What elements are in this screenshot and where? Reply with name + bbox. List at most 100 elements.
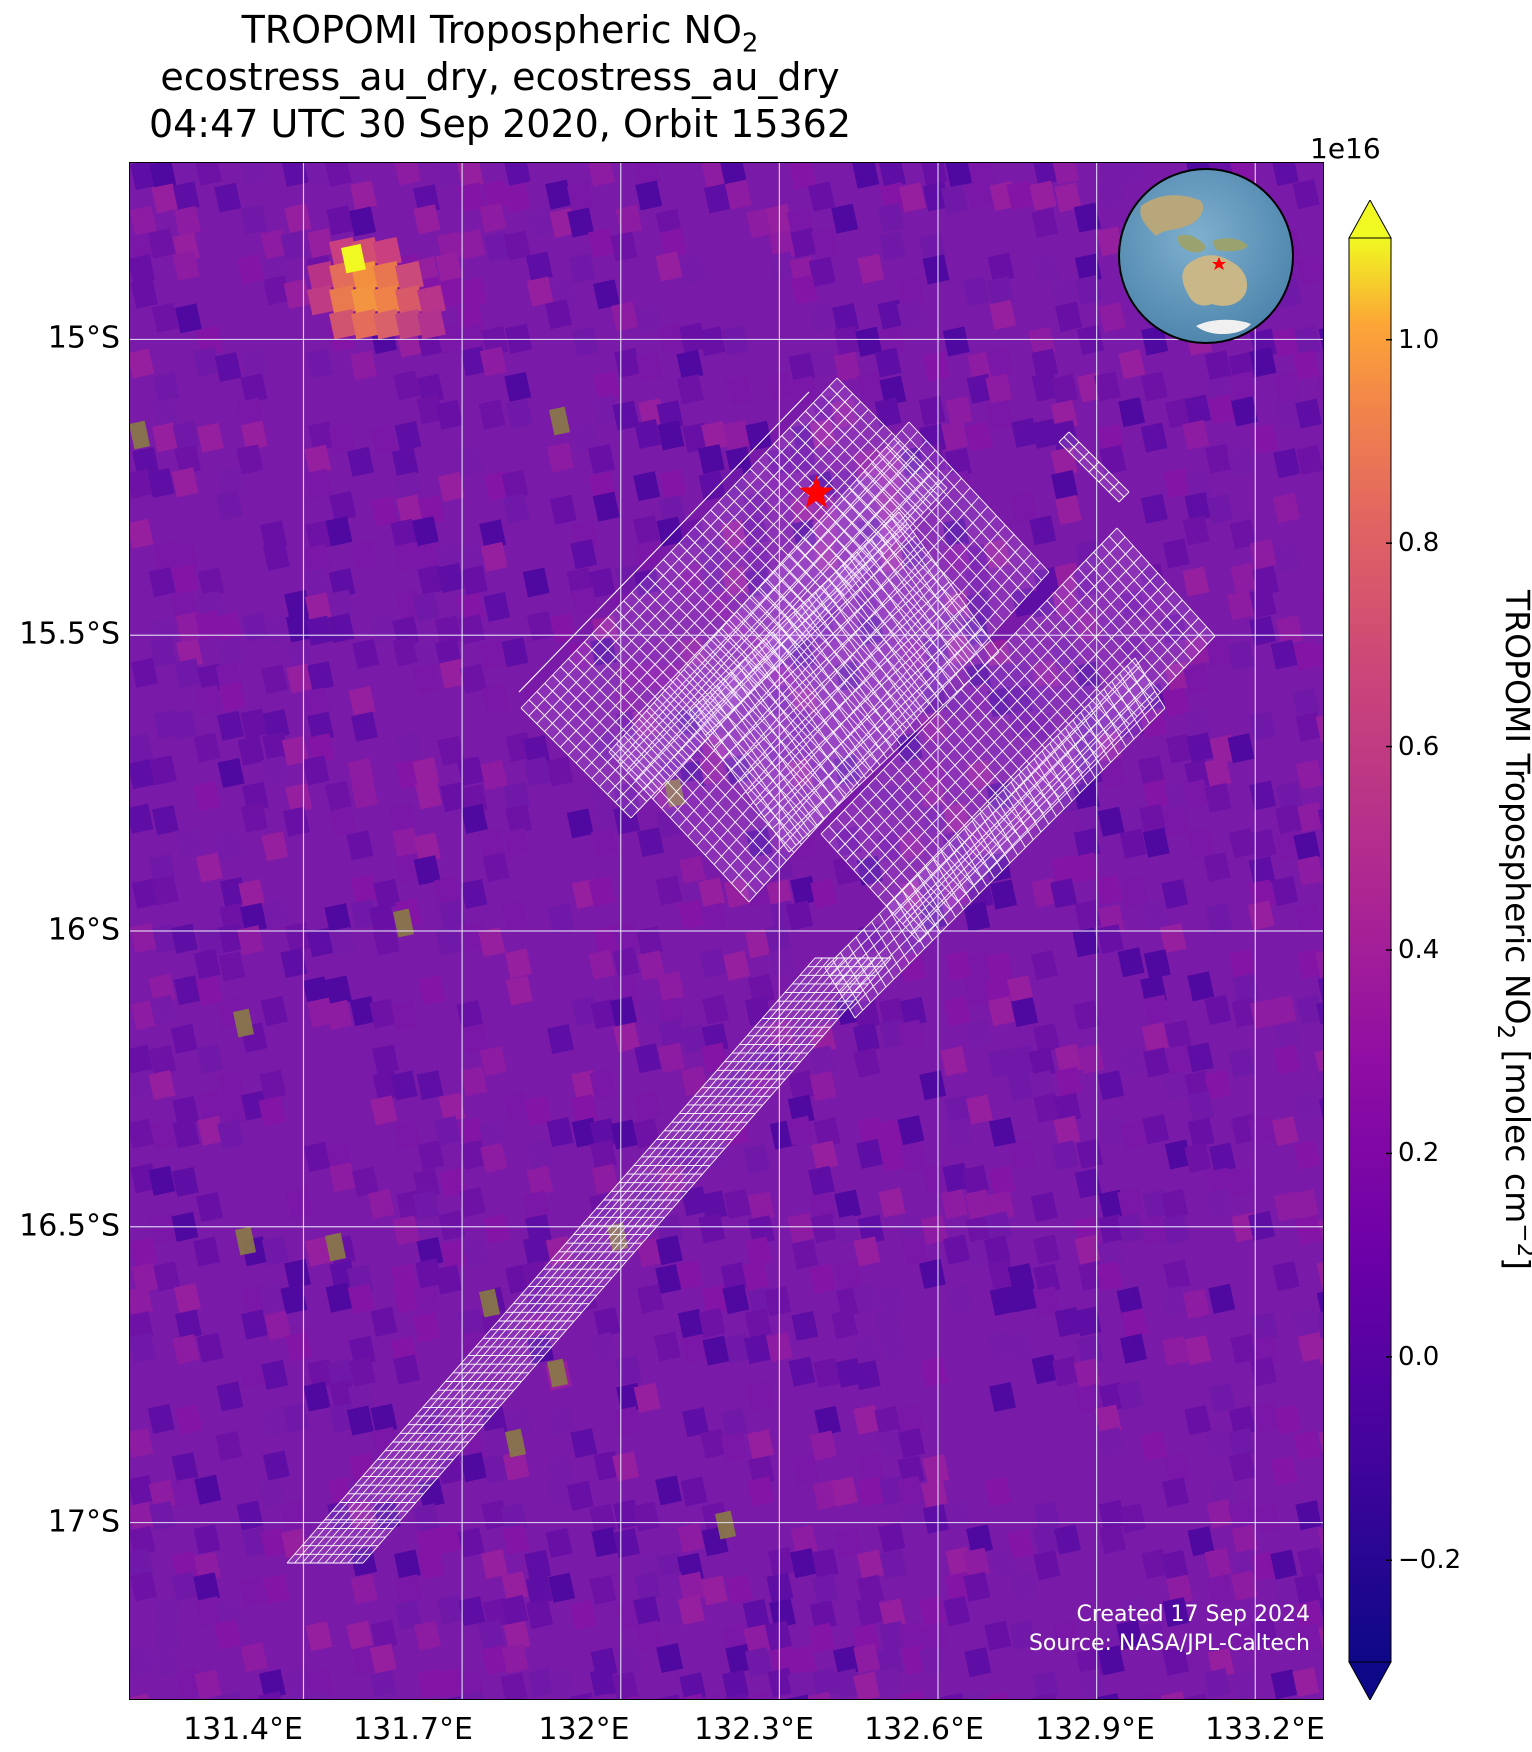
tropomi-pixel: [589, 1332, 617, 1363]
tropomi-pixel: [503, 162, 531, 186]
tropomi-pixel: [989, 299, 1017, 330]
tropomi-pixel: [411, 516, 439, 547]
tropomi-pixel: [1053, 1115, 1081, 1146]
tropomi-pixel: [456, 162, 484, 189]
tropomi-pixel: [900, 1142, 928, 1173]
tropomi-pixel: [612, 975, 640, 1006]
tropomi-pixel: [264, 614, 292, 645]
tropomi-pixel: [634, 1571, 662, 1602]
tropomi-pixel: [457, 1117, 485, 1148]
tropomi-pixel: [879, 375, 907, 406]
tropomi-pixel: [877, 202, 905, 233]
tropomi-pixel: [919, 443, 947, 474]
tropomi-pixel: [1226, 1167, 1254, 1198]
tropomi-pixel: [745, 420, 773, 451]
tropomi-pixel: [965, 179, 993, 210]
tropomi-pixel: [658, 495, 686, 526]
tropomi-pixel: [1272, 1260, 1300, 1291]
tropomi-pixel: [393, 1354, 421, 1385]
tropomi-pixel: [879, 1141, 907, 1172]
tropomi-pixel: [307, 421, 335, 452]
tropomi-pixel: [813, 1117, 841, 1148]
tropomi-pixel: [790, 1645, 818, 1676]
tropomi-pixel: [459, 663, 487, 694]
tropomi-pixel: [215, 830, 243, 861]
tropomi-pixel: [808, 181, 836, 212]
tropomi-pixel: [655, 1235, 683, 1266]
tropomi-pixel: [659, 469, 687, 500]
tropomi-pixel: [193, 1236, 221, 1267]
tropomi-pixel: [1007, 659, 1035, 690]
tropomi-pixel: [918, 1258, 946, 1289]
tropomi-pixel: [857, 1476, 884, 1507]
tropomi-pixel: [570, 539, 598, 570]
tropomi-pixel: [526, 611, 554, 642]
tropomi-pixel: [1204, 350, 1232, 381]
tropomi-pixel: [610, 996, 638, 1027]
tropomi-pixel: [415, 1258, 443, 1289]
tropomi-pixel: [615, 1355, 643, 1386]
tropomi-pixel: [1029, 515, 1057, 546]
tropomi-pixel: [897, 1213, 925, 1244]
tropomi-pixel: [324, 162, 352, 187]
land-patch: [479, 1288, 501, 1318]
swath-5: [286, 957, 892, 1564]
tropomi-pixel: [258, 1691, 286, 1700]
tropomi-pixel: [285, 1188, 313, 1219]
tropomi-pixel: [657, 420, 685, 451]
tropomi-pixel: [986, 347, 1014, 378]
tropomi-pixel: [175, 611, 203, 642]
tropomi-pixel: [921, 471, 949, 502]
tropomi-pixel: [258, 1096, 286, 1127]
tropomi-pixel: [237, 397, 264, 428]
tropomi-pixel: [1251, 1618, 1279, 1649]
tropomi-pixel: [698, 1213, 726, 1244]
tropomi-pixel: [725, 1574, 753, 1605]
tropomi-pixel: [989, 1381, 1016, 1412]
tropomi-pixel: [435, 1264, 463, 1295]
tropomi-pixel: [173, 975, 201, 1006]
tropomi-pixel: [1208, 1142, 1236, 1173]
tropomi-pixel: [416, 1070, 444, 1101]
tropomi-pixel: [918, 232, 946, 263]
tropomi-pixel: [809, 302, 837, 333]
tropomi-pixel: [129, 1474, 155, 1506]
tropomi-pixel: [370, 614, 398, 645]
tropomi-pixel: [129, 1332, 156, 1363]
tropomi-pixel: [1030, 1191, 1058, 1222]
tropomi-pixel: [987, 996, 1015, 1027]
tropomi-pixel: [307, 1359, 335, 1390]
tropomi-pixel: [1032, 253, 1060, 284]
tropomi-pixel: [741, 515, 769, 546]
tropomi-pixel: [588, 876, 616, 907]
tropomi-pixel: [1075, 539, 1103, 570]
tropomi-pixel: [458, 229, 486, 260]
tropomi-pixel: [1120, 876, 1148, 907]
tropomi-pixel: [612, 922, 639, 953]
tropomi-pixel: [811, 227, 839, 258]
tropomi-pixel: [306, 927, 334, 958]
tropomi-pixel: [723, 878, 751, 909]
tropomi-pixel: [808, 256, 836, 287]
tropomi-pixel: [1094, 1404, 1122, 1435]
tropomi-pixel: [1072, 1000, 1100, 1031]
tropomi-pixel: [131, 1263, 159, 1294]
tropomi-pixel: [392, 1215, 420, 1246]
tropomi-pixel: [153, 1622, 181, 1653]
tropomi-pixel: [655, 1263, 683, 1294]
tropomi-pixel: [171, 1452, 199, 1483]
tropomi-pixel: [370, 1670, 398, 1700]
tropomi-pixel: [635, 180, 663, 211]
tropomi-pixel: [484, 231, 511, 262]
tropomi-pixel: [1054, 1043, 1082, 1074]
tropomi-pixel: [171, 564, 199, 595]
tropomi-pixel: [195, 852, 223, 883]
tropomi-pixel: [1315, 640, 1324, 671]
tropomi-pixel: [633, 162, 661, 187]
tropomi-pixel: [745, 928, 772, 959]
tropomi-pixel: [856, 1138, 884, 1169]
tropomi-pixel: [350, 1546, 378, 1577]
tropomi-pixel: [724, 179, 752, 210]
tropomi-pixel: [480, 760, 508, 791]
tropomi-pixel: [1073, 202, 1101, 233]
